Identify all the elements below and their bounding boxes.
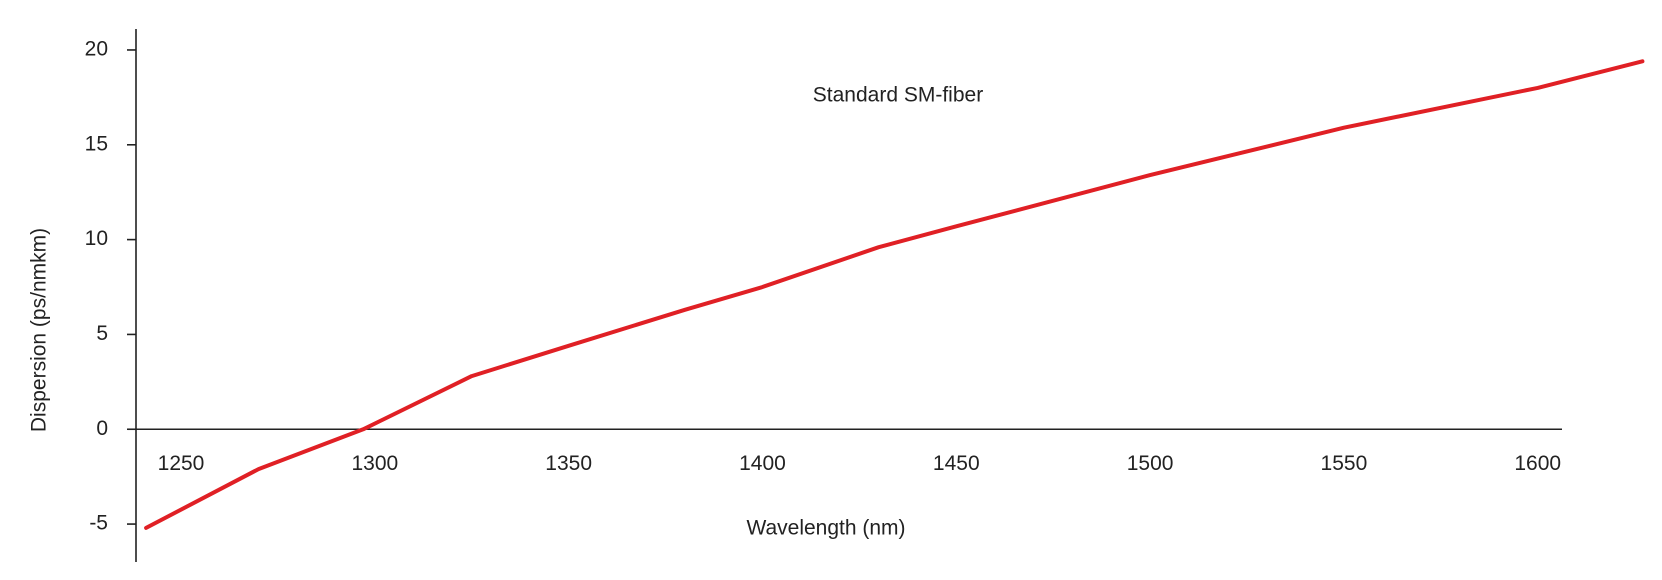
y-tick-label: 10	[85, 227, 108, 250]
y-tick-label: 20	[85, 38, 108, 61]
y-tick-label: 5	[96, 322, 108, 345]
y-tick-label: 0	[96, 417, 108, 440]
data-line	[144, 59, 1645, 530]
x-tick-label: 1500	[1127, 452, 1174, 475]
x-tick-label: 1300	[351, 452, 398, 475]
x-tick-label: 1250	[158, 452, 205, 475]
x-tick-label: 1600	[1514, 452, 1561, 475]
x-tick-label: 1450	[933, 452, 980, 475]
x-axis-label: Wavelength (nm)	[746, 517, 905, 540]
x-tick-label: 1350	[545, 452, 592, 475]
y-tick-label: -5	[89, 512, 108, 535]
y-tick-label: 15	[85, 132, 108, 155]
chart-title: Standard SM-fiber	[813, 84, 983, 107]
x-tick-label: 1550	[1321, 452, 1368, 475]
x-tick-label: 1400	[739, 452, 786, 475]
y-axis-label: Dispersion (ps/nmkm)	[28, 228, 51, 432]
